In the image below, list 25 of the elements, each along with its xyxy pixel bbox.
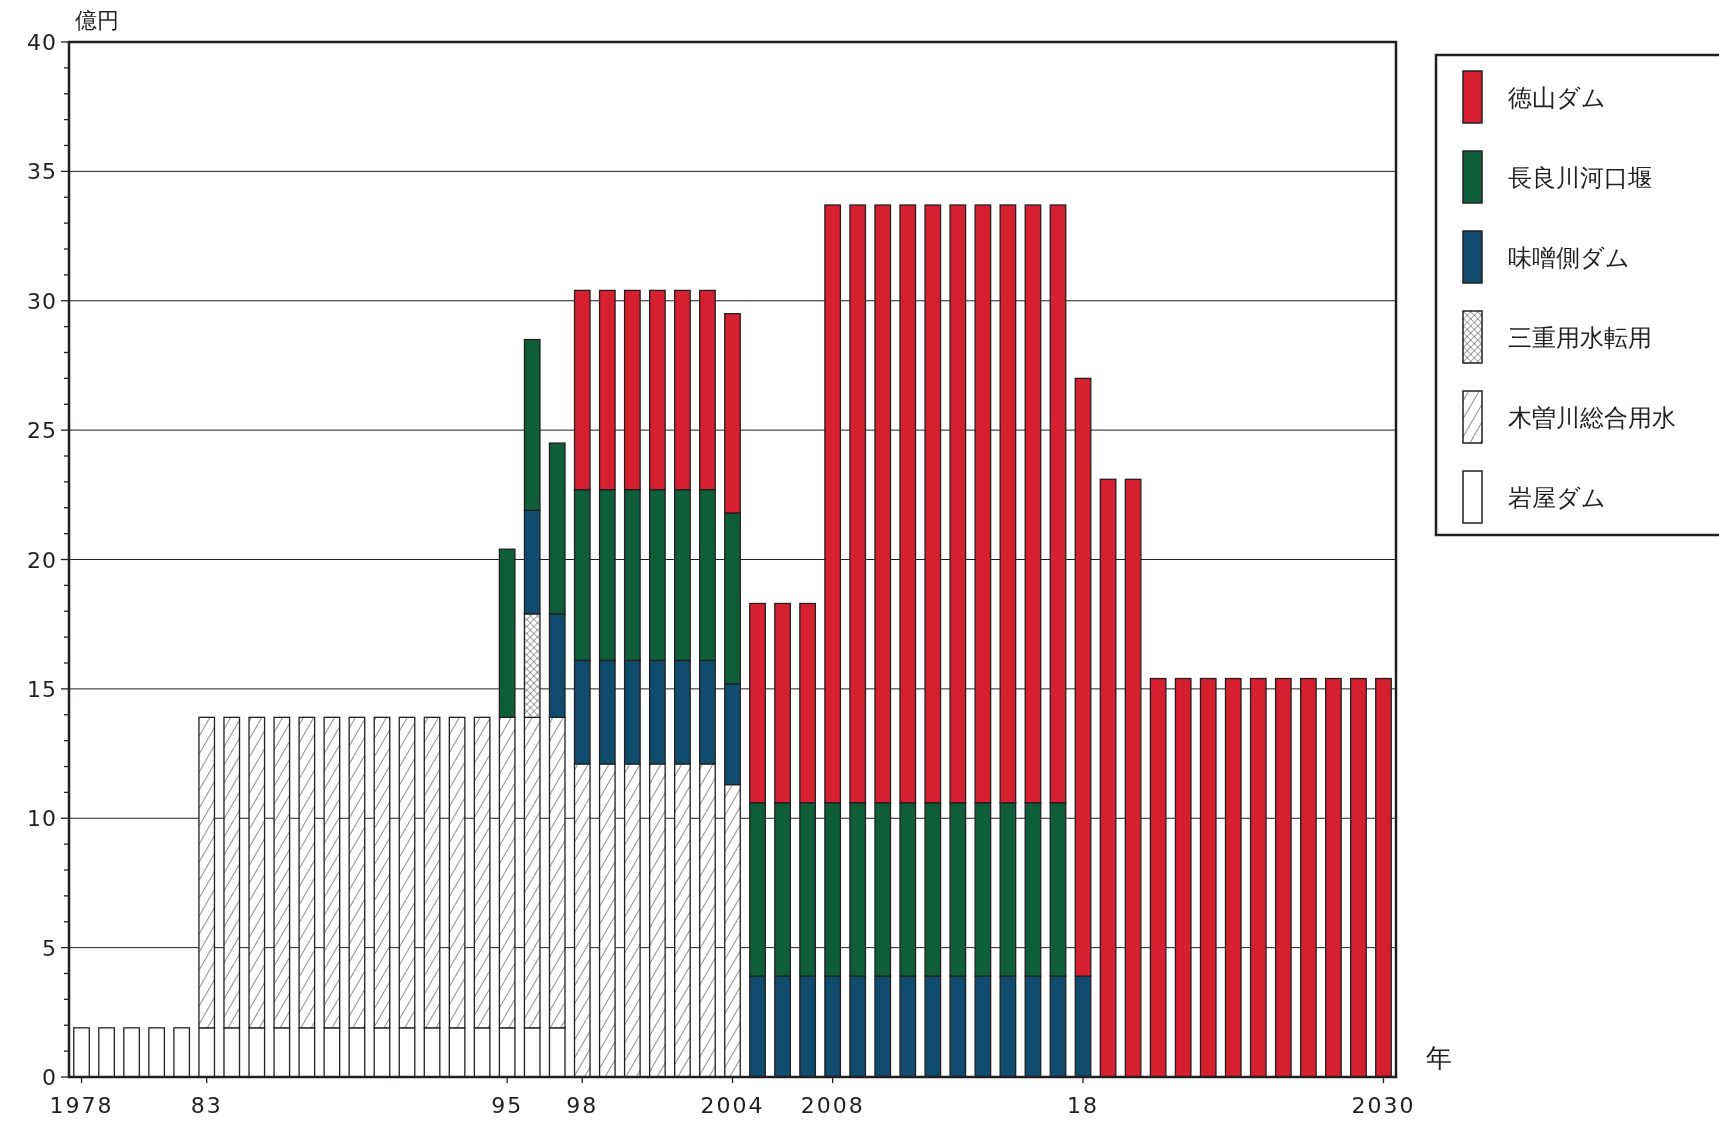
legend-label: 岩屋ダム	[1508, 484, 1606, 512]
x-tick-label: 2008	[800, 1093, 865, 1118]
y-tick-label: 30	[27, 288, 57, 314]
legend-label: 木曽川総合用水	[1508, 404, 1676, 432]
x-tick-label: 83	[190, 1093, 223, 1118]
legend-label: 味噌側ダム	[1508, 244, 1630, 272]
legend-label: 三重用水転用	[1508, 324, 1652, 352]
x-tick-label: 95	[491, 1093, 524, 1118]
y-tick-label: 40	[27, 30, 57, 55]
x-axis-title: 年	[1426, 1043, 1452, 1073]
y-tick-label: 15	[27, 676, 57, 702]
x-tick-label: 1978	[49, 1093, 114, 1118]
legend-label: 長良川河口堰	[1508, 164, 1652, 192]
y-tick-label: 10	[27, 806, 57, 832]
y-axis-title: 億円	[75, 8, 119, 33]
x-tick-label: 2030	[1351, 1093, 1416, 1118]
y-tick-label: 25	[27, 418, 57, 444]
x-tick-label: 2004	[700, 1093, 765, 1118]
y-tick-label: 20	[27, 547, 57, 573]
y-tick-label: 5	[42, 935, 57, 961]
y-tick-label: 0	[42, 1065, 57, 1090]
x-tick-label: 98	[566, 1093, 599, 1118]
legend-label: 徳山ダム	[1508, 84, 1606, 112]
y-tick-label: 35	[27, 159, 57, 185]
x-tick-label: 18	[1067, 1093, 1100, 1118]
